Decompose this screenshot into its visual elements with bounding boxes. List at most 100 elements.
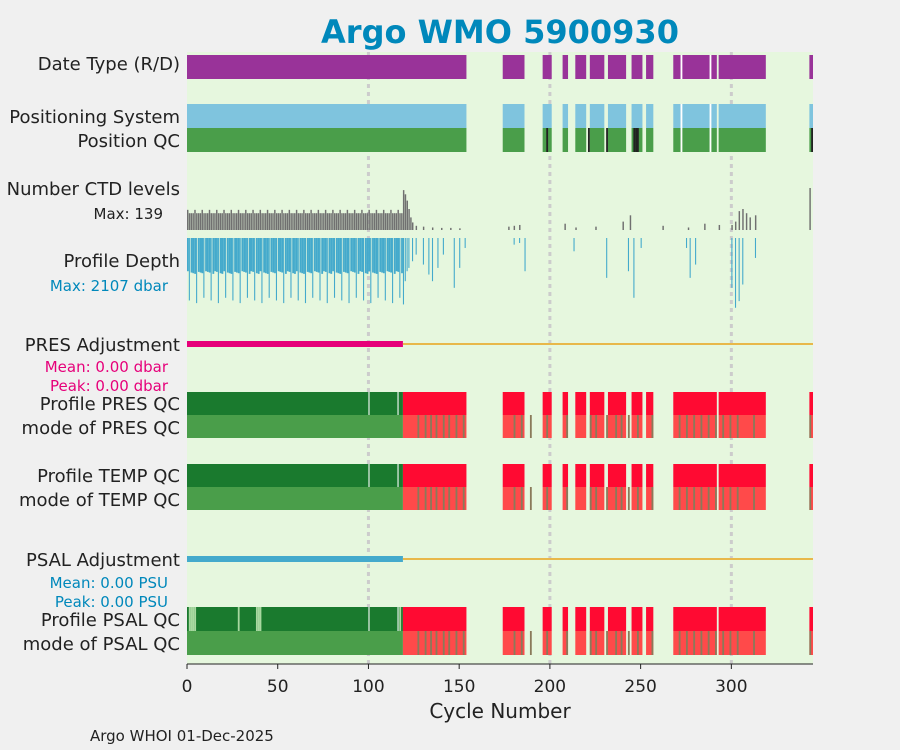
ctd-bar-105 bbox=[377, 213, 379, 230]
depth-tail-bar-19 bbox=[627, 238, 630, 272]
pres-mode-flag-0 bbox=[417, 415, 420, 438]
temp-qc-bad-1 bbox=[502, 464, 525, 487]
pres-mode-flag-15 bbox=[606, 415, 608, 438]
ctd-bar-2 bbox=[190, 213, 193, 230]
ctd-bar-4 bbox=[194, 209, 196, 230]
psal-mode-flag-3 bbox=[435, 631, 438, 655]
ctd-bar-70 bbox=[314, 213, 316, 230]
ctd-bar-9 bbox=[203, 213, 205, 230]
ctd-tail-bar-16 bbox=[575, 227, 577, 230]
depth-bar-111 bbox=[388, 238, 391, 272]
psal-qc-bad-0 bbox=[402, 607, 467, 631]
ctd-tail-bar-12 bbox=[508, 226, 510, 230]
ctd-bar-110 bbox=[386, 213, 389, 230]
pres-mode-flag-19 bbox=[636, 415, 639, 438]
ctd-bar-34 bbox=[248, 213, 251, 230]
psal-mode-flag-6 bbox=[455, 631, 458, 655]
depth-bar-49 bbox=[275, 238, 277, 301]
depth-bar-107 bbox=[381, 238, 383, 273]
pres-qc-bad-11 bbox=[809, 392, 813, 415]
footer-label: Argo WHOI 01-Dec-2025 bbox=[90, 727, 274, 745]
depth-bar-61 bbox=[297, 238, 299, 301]
psal-qc-bad-5 bbox=[589, 607, 605, 631]
ctd-bar-67 bbox=[308, 213, 311, 230]
depth-bar-28 bbox=[237, 238, 240, 274]
pres-mode-flag-8 bbox=[513, 415, 516, 438]
psal-qc-light-0 bbox=[188, 607, 191, 631]
pres-mode-flag-25 bbox=[707, 415, 710, 438]
ctd-bar-40 bbox=[259, 209, 262, 230]
ctd-tail-bar-29 bbox=[749, 217, 751, 230]
positioning-bar-1 bbox=[502, 104, 525, 128]
depth-bar-88 bbox=[346, 238, 349, 274]
depth-tail-bar-24 bbox=[695, 238, 697, 265]
row-label-temp-mode: mode of TEMP QC bbox=[19, 490, 180, 511]
depth-bar-102 bbox=[372, 238, 374, 273]
depth-bar-114 bbox=[393, 238, 396, 274]
temp-qc-good-0 bbox=[187, 464, 403, 487]
ctd-bar-107 bbox=[381, 213, 383, 230]
depth-bar-48 bbox=[274, 238, 276, 274]
temp-mode-flag-1 bbox=[424, 487, 427, 510]
depth-bar-75 bbox=[323, 238, 325, 272]
depth-bar-104 bbox=[375, 238, 378, 274]
temp-mode-bad-4 bbox=[575, 487, 587, 510]
depth-bar-63 bbox=[301, 238, 304, 274]
ctd-bar-6 bbox=[197, 213, 200, 230]
depth-bar-54 bbox=[284, 238, 287, 274]
depth-max-label: Max: 2107 dbar bbox=[50, 277, 169, 295]
psal-mode-flag-0 bbox=[417, 631, 420, 655]
depth-bar-64 bbox=[303, 238, 305, 274]
temp-mode-flag-31 bbox=[809, 487, 812, 510]
ctd-bar-23 bbox=[228, 213, 231, 230]
ctd-tail-bar-5 bbox=[411, 222, 414, 230]
temp-mode-flag-30 bbox=[753, 487, 755, 510]
depth-bar-96 bbox=[361, 238, 364, 272]
position-qc-black-1 bbox=[588, 128, 590, 152]
ctd-bar-66 bbox=[306, 213, 309, 230]
pres-mode-flag-12 bbox=[566, 415, 569, 438]
depth-bar-30 bbox=[241, 238, 244, 272]
ctd-bar-64 bbox=[303, 209, 305, 230]
temp-qc-bad-3 bbox=[562, 464, 569, 487]
date-type-bar-8 bbox=[646, 55, 654, 79]
ctd-bar-36 bbox=[252, 209, 254, 230]
depth-bar-43 bbox=[265, 238, 267, 274]
temp-mode-flag-19 bbox=[636, 487, 639, 510]
psal-mode-flag-29 bbox=[736, 631, 739, 655]
depth-bar-13 bbox=[210, 238, 212, 301]
depth-bar-35 bbox=[250, 238, 253, 272]
temp-qc-white-0 bbox=[368, 464, 370, 487]
depth-bar-20 bbox=[223, 238, 226, 272]
row-label-positioning: Positioning System bbox=[9, 107, 180, 128]
depth-tail-bar-25 bbox=[731, 238, 733, 288]
pres-qc-bad-5 bbox=[589, 392, 605, 415]
ctd-bar-72 bbox=[317, 209, 320, 230]
pres-mode-flag-16 bbox=[615, 415, 618, 438]
psal-mode-flag-1 bbox=[424, 631, 427, 655]
x-tick-label-0: 0 bbox=[182, 677, 193, 697]
depth-bar-50 bbox=[277, 238, 280, 272]
depth-bar-73 bbox=[319, 238, 321, 301]
ctd-bar-37 bbox=[254, 213, 256, 230]
ctd-bar-95 bbox=[359, 213, 361, 230]
pres-mode-flag-27 bbox=[722, 415, 725, 438]
depth-bar-27 bbox=[235, 238, 238, 273]
date-type-bar-6 bbox=[607, 55, 627, 79]
depth-bar-56 bbox=[288, 238, 291, 272]
psal-mode-flag-27 bbox=[722, 631, 725, 655]
x-tick-label-150: 150 bbox=[443, 677, 475, 697]
ctd-bar-43 bbox=[265, 213, 267, 230]
depth-bar-86 bbox=[343, 238, 345, 272]
ctd-bar-98 bbox=[364, 213, 367, 230]
pres-qc-bad-7 bbox=[631, 392, 643, 415]
ctd-bar-55 bbox=[286, 213, 289, 230]
depth-tail-bar-0 bbox=[402, 238, 405, 305]
position-qc-bar-4 bbox=[575, 128, 587, 152]
psal-qc-white-0 bbox=[368, 607, 370, 631]
depth-bar-7 bbox=[199, 238, 202, 273]
temp-mode-flag-0 bbox=[417, 487, 420, 510]
psal-mean-label: Mean: 0.00 PSU bbox=[50, 574, 168, 592]
position-qc-bar-6 bbox=[607, 128, 627, 152]
ctd-bar-109 bbox=[384, 213, 387, 230]
